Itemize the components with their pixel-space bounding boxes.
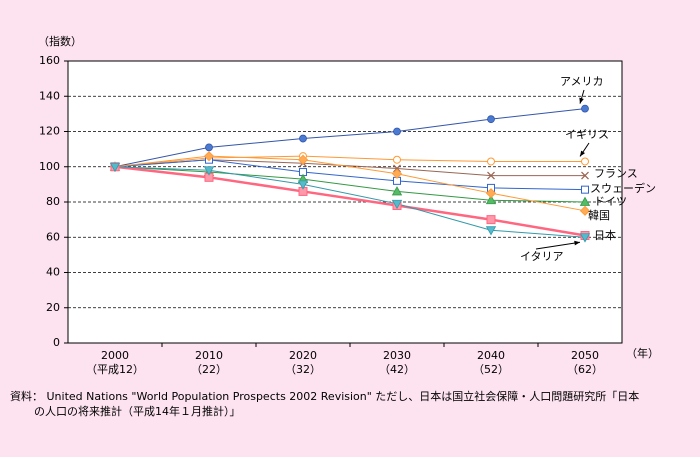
marker bbox=[487, 157, 495, 166]
x-tick-sublabel: （22） bbox=[191, 363, 227, 376]
x-tick-label: 2020 bbox=[289, 349, 317, 362]
annotation-arrowhead bbox=[574, 240, 580, 246]
marker bbox=[109, 162, 121, 173]
marker bbox=[581, 171, 589, 180]
annotation-arrow bbox=[535, 241, 581, 250]
x-tick-sublabel: （32） bbox=[285, 363, 321, 376]
marker bbox=[485, 226, 497, 236]
series-label: 韓国 bbox=[588, 209, 610, 222]
series-label: イギリス bbox=[565, 128, 609, 141]
series-label: イタリア bbox=[520, 250, 564, 263]
marker bbox=[579, 196, 591, 206]
marker bbox=[485, 188, 497, 199]
marker bbox=[581, 185, 589, 194]
series-label: ドイツ bbox=[594, 195, 627, 208]
x-tick-sublabel: （平成12） bbox=[86, 363, 144, 376]
x-axis-label: （年） bbox=[626, 346, 659, 360]
marker bbox=[297, 180, 309, 190]
x-tick-label: 2030 bbox=[383, 349, 411, 362]
marker bbox=[487, 115, 495, 124]
x-tick-label: 2010 bbox=[195, 349, 223, 362]
marker bbox=[579, 205, 591, 216]
x-tick-label: 2000 bbox=[101, 349, 129, 362]
marker bbox=[297, 154, 309, 165]
line bbox=[114, 166, 586, 238]
line bbox=[114, 159, 586, 191]
marker bbox=[393, 127, 401, 136]
y-tick-label: 80 bbox=[46, 195, 60, 208]
y-tick-label: 100 bbox=[39, 160, 60, 173]
marker bbox=[203, 151, 215, 162]
line bbox=[114, 155, 585, 168]
series-label: フランス bbox=[594, 167, 638, 180]
marker bbox=[391, 199, 403, 210]
series-label: アメリカ bbox=[560, 75, 603, 88]
x-tick-label: 2050 bbox=[571, 349, 599, 362]
source: の人口の将来推計（平成14年１月推計）」 bbox=[34, 404, 241, 418]
x-tick-sublabel: （62） bbox=[567, 363, 603, 376]
marker bbox=[581, 104, 589, 113]
y-tick-label: 60 bbox=[46, 230, 60, 243]
marker bbox=[487, 171, 495, 180]
series-label: 日本 bbox=[594, 228, 616, 242]
line bbox=[114, 108, 586, 168]
marker bbox=[581, 157, 589, 166]
y-axis-label: （指数） bbox=[38, 34, 82, 48]
marker bbox=[391, 186, 403, 196]
marker bbox=[486, 215, 496, 225]
annotation-arrowhead bbox=[579, 97, 584, 104]
line bbox=[114, 155, 586, 212]
series-label: スウェーデン bbox=[590, 181, 656, 195]
line bbox=[114, 165, 586, 237]
marker bbox=[485, 194, 497, 205]
marker bbox=[391, 168, 403, 179]
marker bbox=[203, 166, 215, 176]
y-tick-label: 0 bbox=[53, 336, 60, 349]
y-tick-label: 20 bbox=[46, 301, 60, 314]
marker bbox=[579, 233, 591, 243]
marker bbox=[393, 164, 401, 173]
y-tick-label: 120 bbox=[39, 125, 60, 138]
source: 資料： United Nations "World Population Pro… bbox=[10, 389, 639, 403]
marker bbox=[205, 143, 213, 152]
line bbox=[114, 166, 586, 203]
y-tick-label: 140 bbox=[39, 89, 60, 102]
y-tick-label: 160 bbox=[39, 54, 60, 67]
y-tick-label: 40 bbox=[46, 266, 60, 279]
x-tick-sublabel: （42） bbox=[379, 363, 415, 376]
marker bbox=[393, 155, 401, 164]
annotation-arrowhead bbox=[580, 150, 586, 157]
marker bbox=[299, 134, 307, 143]
x-tick-sublabel: （52） bbox=[473, 363, 509, 376]
x-tick-label: 2040 bbox=[477, 349, 505, 362]
